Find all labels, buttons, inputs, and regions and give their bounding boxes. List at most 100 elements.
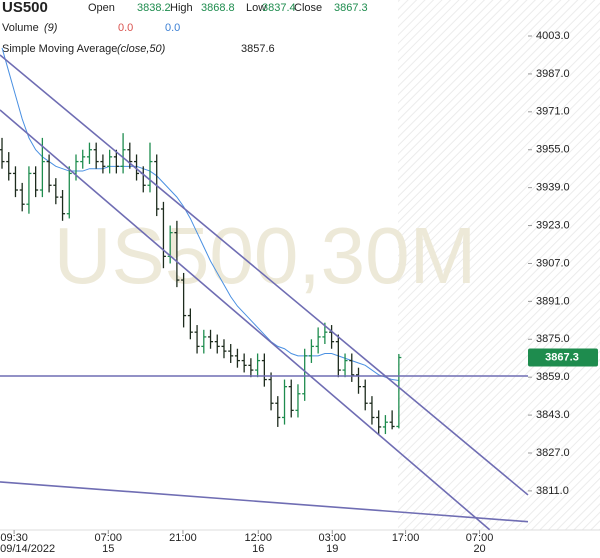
- ohlc-bar: [33, 166, 39, 198]
- y-tick-label: 3811.0: [536, 485, 569, 497]
- x-tick-label: 03:00: [319, 532, 347, 544]
- ohlc-bar: [26, 166, 32, 214]
- ohlc-bar: [335, 334, 341, 378]
- x-date-label: 20: [473, 543, 485, 555]
- ohlc-bar: [268, 372, 274, 411]
- ohlc-bar: [342, 353, 348, 378]
- ohlc-bar: [282, 379, 288, 425]
- ohlc-bar: [147, 142, 153, 193]
- quote-value: 3837.4: [262, 2, 296, 14]
- ohlc-bar: [127, 142, 133, 169]
- x-tick-label: 12:00: [245, 532, 273, 544]
- ohlc-bar: [255, 353, 261, 378]
- ohlc-bar: [288, 379, 294, 418]
- ohlc-bar: [396, 353, 402, 429]
- x-tick-label: 17:00: [392, 532, 420, 544]
- x-tick-label: 07:00: [95, 532, 123, 544]
- y-tick-label: 3987.0: [536, 68, 570, 80]
- indicator-value: 3857.6: [241, 43, 275, 55]
- ohlc-bar: [80, 149, 86, 169]
- indicator-params: (9): [44, 22, 58, 34]
- y-tick-label: 3923.0: [536, 219, 570, 231]
- indicator-value: 0.0: [165, 22, 180, 34]
- ohlc-bar: [201, 329, 207, 354]
- watermark: US500,30M: [54, 211, 476, 300]
- trend-line: [0, 109, 491, 531]
- x-tick-label: 07:00: [466, 532, 494, 544]
- header: US500 Open 3838.2 High 3868.8 Low 3837.4…: [2, 0, 368, 55]
- ohlc-bar: [302, 348, 308, 401]
- x-tick-label: 21:00: [169, 532, 197, 544]
- quote-label: Low: [246, 2, 266, 14]
- indicator-value: 0.0: [118, 22, 133, 34]
- ohlc-bar: [369, 396, 375, 425]
- ohlc-bar: [134, 154, 140, 181]
- trend-line: [0, 481, 529, 523]
- symbol: US500: [2, 0, 48, 16]
- ohlc-bar: [93, 142, 99, 169]
- ohlc-bar: [362, 379, 368, 411]
- y-tick-label: 3891.0: [536, 295, 570, 307]
- x-date-label: 15: [102, 543, 114, 555]
- ohlc-bar: [349, 353, 355, 382]
- ohlc-bar: [6, 152, 12, 181]
- ohlc-bar: [214, 334, 220, 354]
- ohlc-bar: [389, 410, 395, 430]
- ohlc-bar: [66, 166, 72, 219]
- y-tick-label: 3907.0: [536, 257, 570, 269]
- ohlc-bar: [194, 325, 200, 354]
- ohlc-bar: [120, 133, 126, 174]
- trend-line: [0, 54, 529, 496]
- ohlc-bar: [248, 358, 254, 378]
- ohlc-bar: [100, 154, 106, 174]
- ohlc-bar: [187, 308, 193, 340]
- ohlc-bar: [356, 367, 362, 394]
- x-date-label: 16: [252, 543, 264, 555]
- y-tick-label: 3971.0: [536, 106, 570, 118]
- ohlc-bar: [140, 166, 146, 193]
- ohlc-bar: [376, 410, 382, 435]
- y-tick-label: 3859.0: [536, 371, 570, 383]
- quote-label: Open: [88, 2, 115, 14]
- x-tick-label: 09:30: [0, 532, 28, 544]
- ohlc-bar: [53, 178, 59, 205]
- ohlc-bar: [382, 415, 388, 435]
- ohlc-bar: [315, 327, 321, 354]
- y-tick-label: 4003.0: [536, 30, 570, 42]
- ohlc-bar: [174, 220, 180, 288]
- ohlc-bar: [86, 142, 92, 164]
- indicator-name: Volume: [2, 22, 39, 34]
- y-tick-label: 3955.0: [536, 144, 570, 156]
- y-tick-label: 3843.0: [536, 409, 570, 421]
- quote-label: Close: [294, 2, 322, 14]
- future-area: [398, 0, 600, 530]
- ohlc-bar: [12, 166, 18, 198]
- ohlc-bar: [39, 137, 45, 198]
- quote-value: 3867.3: [334, 2, 368, 14]
- x-date-label: 19: [326, 543, 338, 555]
- ohlc-bar: [113, 149, 119, 174]
- ohlc-bar: [181, 272, 187, 328]
- indicator-params: (close,50): [117, 43, 166, 55]
- quote-value: 3838.2: [137, 2, 171, 14]
- price-tag: [528, 348, 598, 367]
- quote-value: 3868.8: [201, 2, 235, 14]
- ohlc-bar: [329, 325, 335, 349]
- ohlc-bar: [0, 137, 5, 169]
- y-tick-label: 3875.0: [536, 333, 570, 345]
- ohlc-bar: [160, 201, 166, 269]
- ohlc-bar: [234, 348, 240, 368]
- ohlc-bar: [46, 154, 52, 193]
- ohlc-bar: [221, 339, 227, 359]
- ohlc-bar: [295, 384, 301, 418]
- price-tag-label: 3867.3: [545, 351, 579, 363]
- ohlc-bar: [241, 353, 247, 373]
- ohlc-bar: [19, 182, 25, 212]
- ohlc-bar: [208, 329, 214, 349]
- indicator-name: Simple Moving Average: [2, 43, 117, 55]
- ohlc-bar: [107, 149, 113, 174]
- ohlc-bar: [60, 190, 66, 221]
- x-date-label: 09/14/2022: [0, 543, 55, 555]
- ohlc-bar: [308, 339, 314, 363]
